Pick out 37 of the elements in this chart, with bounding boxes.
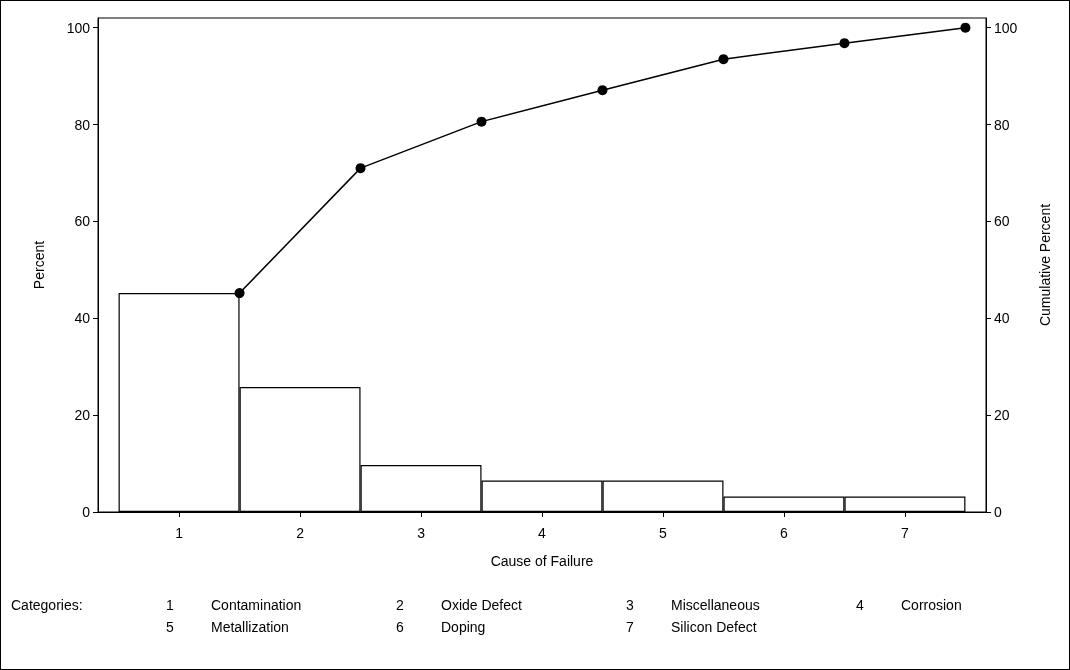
- y2-tick-label: 60: [994, 213, 1010, 230]
- y-tick-label: 80: [74, 116, 91, 133]
- point: [234, 288, 245, 299]
- point: [960, 22, 971, 33]
- y2-tick-label: 80: [994, 116, 1010, 133]
- x-tick-label: 5: [659, 525, 668, 541]
- x-tick-label: 2: [296, 525, 305, 541]
- text: Categories:: [11, 597, 83, 613]
- point: [718, 54, 729, 65]
- y-tick-label: 100: [66, 19, 91, 36]
- point: [355, 163, 366, 174]
- point: [839, 38, 850, 49]
- y2-tick-label: 0: [994, 504, 1002, 520]
- text: 2 Oxide Defect: [396, 597, 522, 613]
- y-tick-label: 0: [82, 504, 91, 520]
- x-tick-label: 7: [901, 525, 910, 541]
- x-tick-label: 1: [175, 525, 184, 541]
- point: [597, 85, 608, 96]
- text: 3 Miscellaneous: [626, 597, 760, 613]
- y-tick-label: 60: [74, 213, 91, 230]
- x-tick-label: 4: [538, 525, 547, 541]
- y-tick-label: 20: [74, 407, 91, 424]
- x-axis-title: Cause of Failure: [490, 553, 594, 569]
- x-tick-label: 6: [780, 525, 789, 541]
- text: 1 Contamination: [166, 597, 302, 613]
- text: 7 Silicon Defect: [626, 619, 757, 635]
- y2-tick-label: 100: [994, 19, 1018, 36]
- x-tick-label: 3: [417, 525, 426, 541]
- text: 5 Metallization: [166, 619, 289, 635]
- text: 4 Corrosion: [856, 597, 962, 613]
- point: [476, 116, 487, 127]
- text: 6 Doping: [396, 619, 486, 635]
- y-axis-title: Percent: [31, 240, 47, 290]
- y2-tick-label: 20: [994, 407, 1010, 424]
- y2-axis-title: Cumulative Percent: [1037, 203, 1053, 327]
- y-tick-label: 40: [74, 310, 91, 327]
- y2-tick-label: 40: [994, 310, 1010, 327]
